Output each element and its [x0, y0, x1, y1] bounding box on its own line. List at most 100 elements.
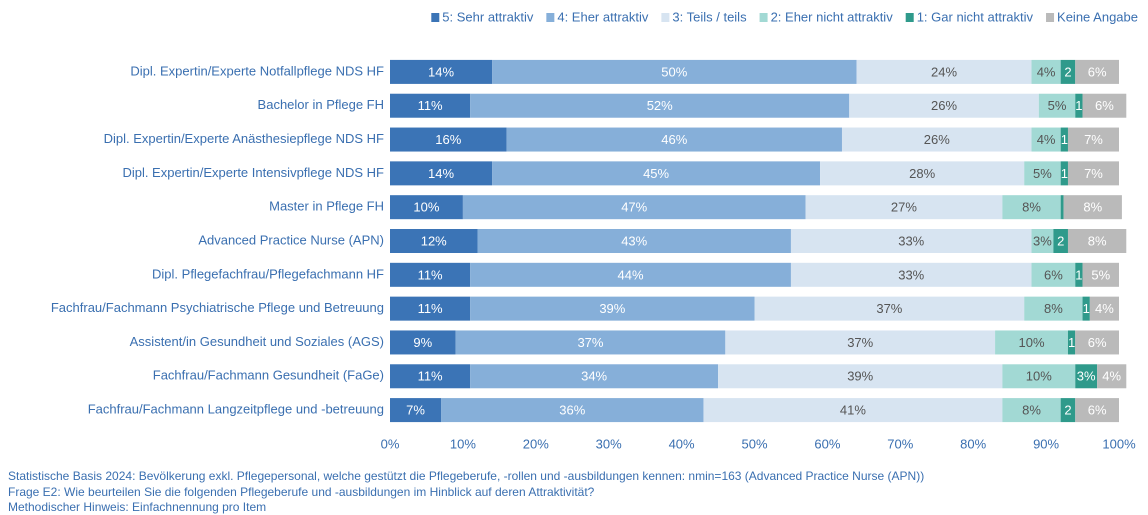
value-label: 10% [413, 200, 439, 215]
value-label: 4% [1037, 132, 1056, 147]
value-label: 16% [435, 132, 461, 147]
bar-segment [1060, 398, 1076, 423]
value-label: 27% [891, 200, 917, 215]
legend-swatch [759, 13, 768, 22]
value-label: 2 [1057, 233, 1064, 248]
legend-label: 5: Sehr attraktiv [442, 9, 534, 24]
x-tick-label: 40% [669, 436, 695, 451]
bar-segment [470, 364, 719, 389]
value-label: 37% [577, 335, 603, 350]
value-label: 11% [418, 301, 443, 316]
value-label: 6% [1088, 335, 1107, 350]
value-label: 11% [418, 369, 443, 384]
value-label: 8% [1044, 301, 1063, 316]
value-label: 44% [618, 267, 644, 282]
bar-segment [718, 364, 1003, 389]
value-label: 39% [847, 369, 873, 384]
bar-segment [1067, 229, 1127, 253]
value-label: 11% [418, 267, 443, 282]
value-label: 33% [898, 267, 924, 282]
bar-segment [995, 330, 1068, 355]
bar-segment [1031, 127, 1061, 152]
value-label: 10% [1019, 335, 1045, 350]
value-label: 6% [1088, 64, 1107, 79]
bar-segment [841, 127, 1032, 152]
bar-segment [390, 364, 471, 389]
value-label: 26% [931, 98, 957, 113]
value-label: 1 [1075, 98, 1082, 113]
bar-segment [1002, 398, 1061, 423]
category-label: Assistent/in Gesundheit und Soziales (AG… [130, 334, 384, 349]
note: Frage E2: Wie beurteilen Sie die folgend… [8, 485, 595, 499]
x-tick-label: 60% [814, 436, 840, 451]
bar-segment [849, 93, 1039, 118]
bar-segment [1075, 93, 1083, 118]
bar-segment [1031, 229, 1054, 253]
value-label: 28% [909, 166, 935, 181]
bar-segment [390, 127, 507, 152]
value-label: 5% [1033, 166, 1052, 181]
value-label: 4% [1037, 64, 1056, 79]
value-label: 3% [1033, 233, 1052, 248]
value-label: 1 [1061, 166, 1068, 181]
value-label: 43% [621, 233, 647, 248]
value-label: 24% [931, 64, 957, 79]
value-label: 2 [1064, 64, 1071, 79]
value-label: 45% [643, 166, 669, 181]
value-label: 34% [581, 369, 607, 384]
legend-label: 2: Eher nicht attraktiv [771, 9, 894, 24]
value-label: 5% [1091, 267, 1110, 282]
value-label: 8% [1022, 403, 1041, 418]
legend-swatch [661, 13, 670, 22]
bar-segment [1060, 59, 1076, 84]
bar-segment [1089, 296, 1119, 321]
value-label: 10% [1026, 369, 1052, 384]
bar-segment [1075, 398, 1119, 423]
value-label: 3% [1077, 369, 1096, 384]
category-label: Bachelor in Pflege FH [258, 97, 384, 112]
bar-segment [492, 161, 821, 186]
bar-segment [1067, 330, 1076, 355]
bar-segment [703, 398, 1003, 423]
bar-segment [1024, 296, 1083, 321]
bar-segment [390, 398, 442, 423]
category-label: Fachfrau/Fachmann Gesundheit (FaGe) [153, 368, 384, 383]
x-tick-label: 50% [741, 436, 767, 451]
legend-label: Keine Angabe [1057, 9, 1138, 24]
value-label: 33% [898, 233, 924, 248]
bar-segment [1063, 195, 1122, 220]
bar-segment [1097, 364, 1127, 389]
value-label: 9% [413, 335, 432, 350]
bar-segment [441, 398, 704, 423]
bar-segment [455, 330, 726, 355]
bar-segment [1082, 93, 1127, 118]
bar-segment [470, 296, 755, 321]
x-tick-label: 10% [450, 436, 476, 451]
value-label: 4% [1102, 369, 1121, 384]
value-label: 7% [1084, 132, 1103, 147]
legend-label: 3: Teils / teils [672, 9, 747, 24]
legend-label: 4: Eher attraktiv [557, 9, 649, 24]
bar-segment [805, 195, 1003, 220]
legend-swatch [431, 13, 440, 22]
category-label: Dipl. Expertin/Experte Notfallpflege NDS… [130, 63, 384, 78]
bar-segment [390, 93, 471, 118]
bar-segment [1060, 127, 1068, 152]
bar-segment [1082, 296, 1090, 321]
value-label: 14% [428, 166, 454, 181]
note: Methodischer Hinweis: Einfachnennung pro… [8, 500, 266, 514]
bar-segment [1067, 161, 1119, 186]
legend-swatch [905, 13, 914, 22]
bar-segment [1024, 161, 1061, 186]
value-label: 14% [428, 64, 454, 79]
value-label: 47% [621, 200, 647, 215]
bar-segment [1060, 195, 1064, 220]
value-label: 11% [418, 98, 443, 113]
bar-segment [470, 262, 791, 287]
bar-segment [462, 195, 806, 220]
legend-label: 1: Gar nicht attraktiv [917, 9, 1034, 24]
bar-segment [390, 59, 493, 84]
bar-segment [390, 330, 456, 355]
value-label: 8% [1088, 233, 1107, 248]
